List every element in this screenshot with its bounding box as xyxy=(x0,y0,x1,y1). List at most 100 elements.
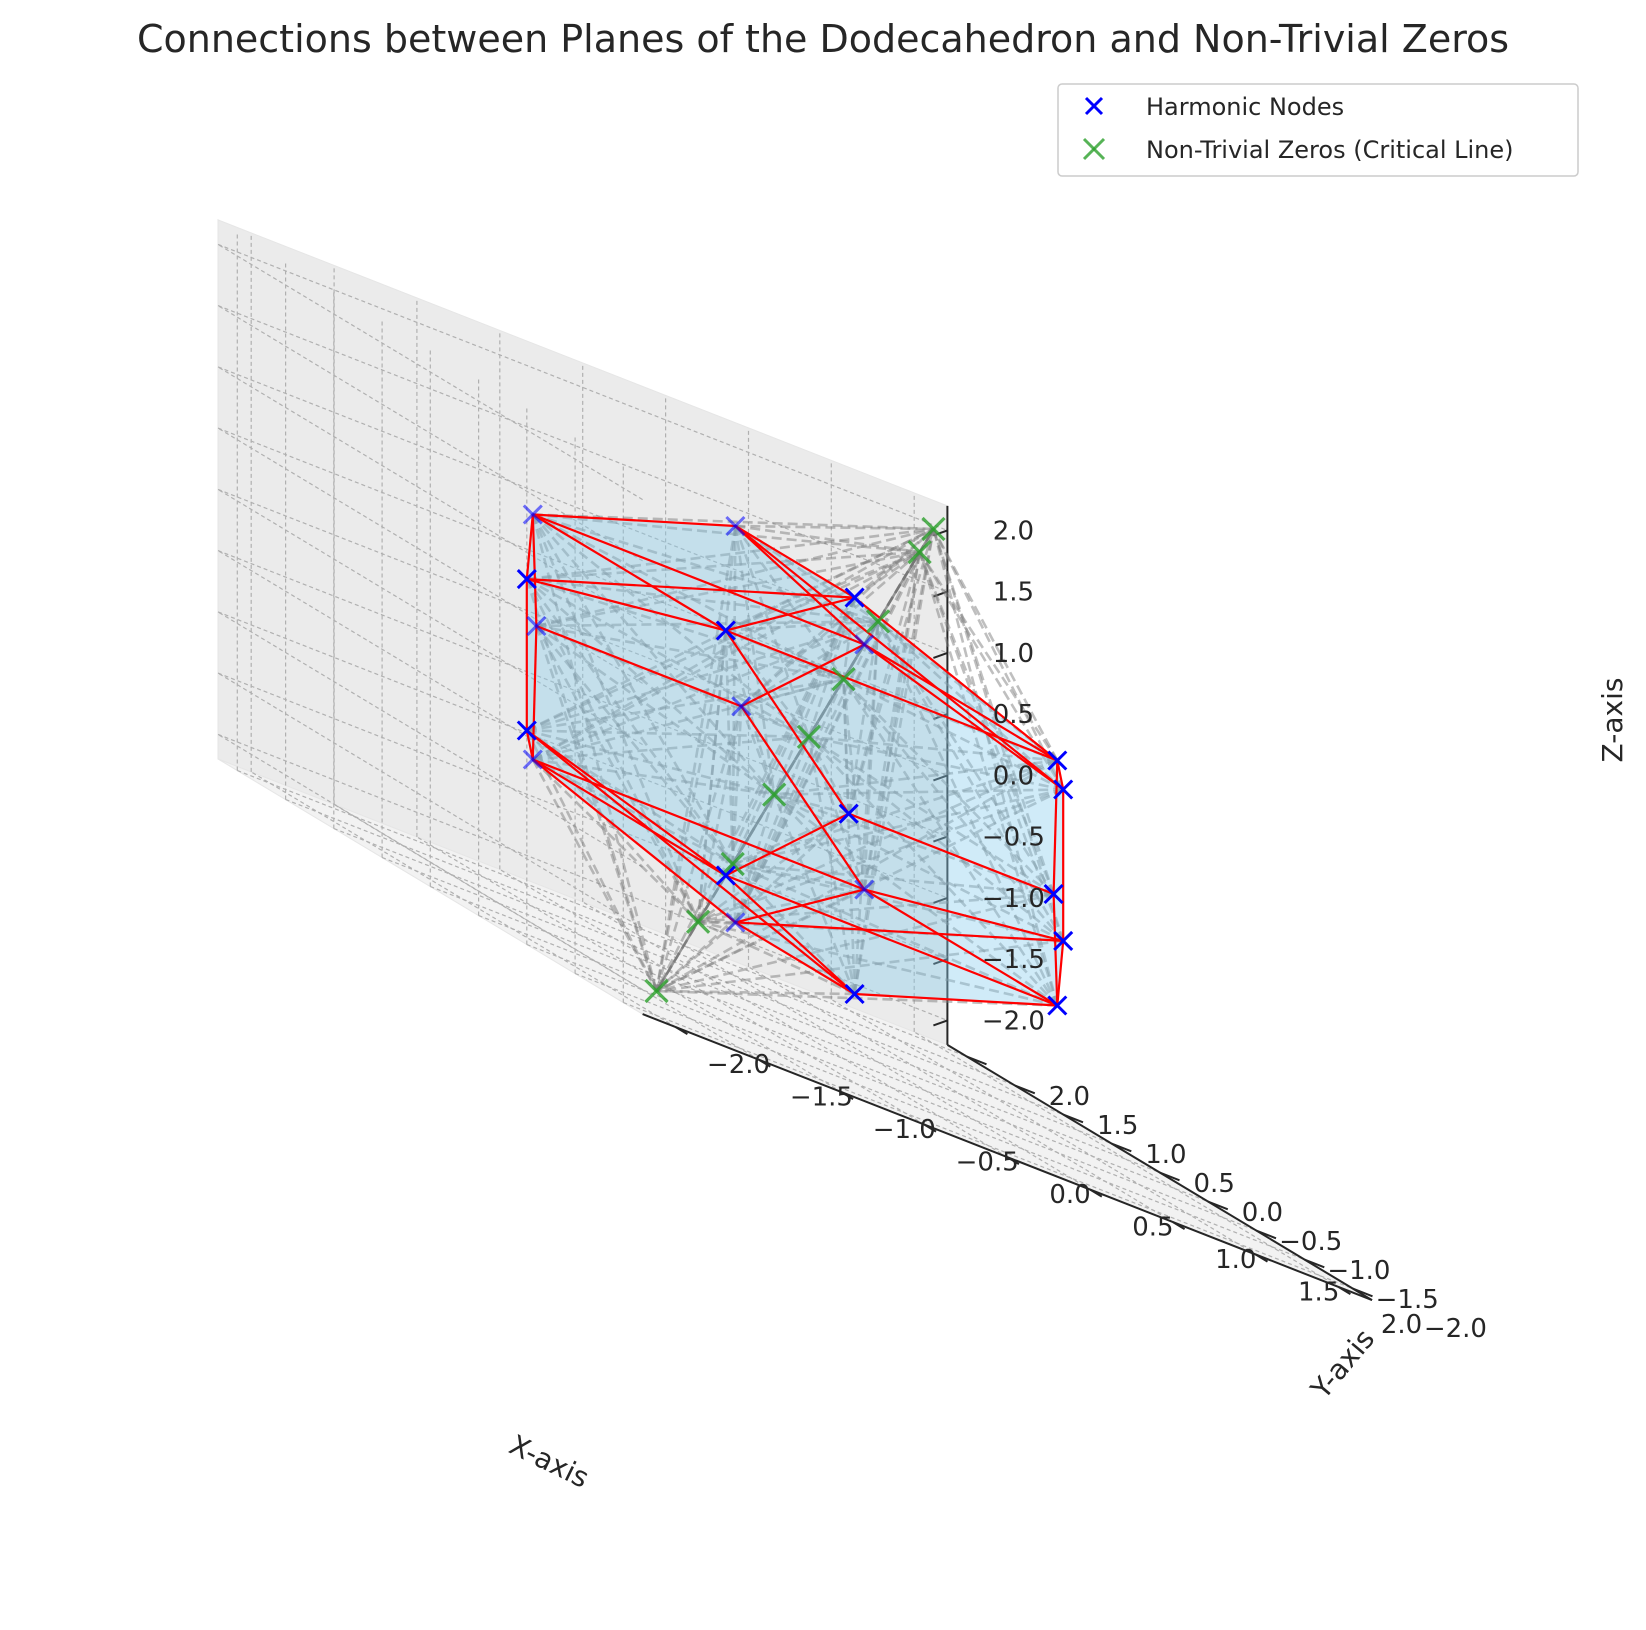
x-tick-5 xyxy=(1089,1188,1103,1198)
x-tick-label-7: 1.5 xyxy=(1298,1277,1339,1307)
connection-line-15-8 xyxy=(847,528,935,815)
node-marker-8-stroke-b xyxy=(725,515,746,537)
zero-marker-2-stroke-b xyxy=(720,851,745,877)
dodecahedron-edges xyxy=(525,513,1065,1007)
node-marker-16 xyxy=(1053,779,1074,800)
connection-line-3-5 xyxy=(842,678,1059,1007)
y-tick-5 xyxy=(1111,1142,1132,1153)
connection-line-15-5 xyxy=(842,679,850,814)
connection-line-17-3 xyxy=(773,793,1064,943)
x-tick-2 xyxy=(840,1091,854,1100)
grid-left-z-7 xyxy=(217,305,643,562)
connection-line-15-3 xyxy=(773,793,850,815)
grid-floor-y-1 xyxy=(574,972,1305,1261)
connection-line-11-0 xyxy=(656,989,855,996)
node-marker-4-stroke-b xyxy=(522,504,543,525)
x-tick-6 xyxy=(1172,1221,1186,1230)
connection-line-9-8 xyxy=(734,528,935,923)
connection-line-9-2 xyxy=(731,863,737,923)
connection-line-4-1 xyxy=(531,514,700,923)
edge-17 xyxy=(1056,940,1065,1006)
connection-line-15-0 xyxy=(655,812,850,992)
edge-7 xyxy=(853,596,1058,762)
connection-line-3-4 xyxy=(807,736,1059,1007)
y-tick-0 xyxy=(1352,1287,1373,1298)
node-marker-8 xyxy=(725,515,746,537)
connection-line-1-1 xyxy=(697,888,865,923)
legend-marker-harmonic-nodes xyxy=(1084,96,1104,116)
connection-line-18-4 xyxy=(526,577,810,739)
chart-title: Connections between Planes of the Dodeca… xyxy=(137,17,1509,61)
grid-floor-y-2 xyxy=(526,943,1257,1232)
zero-marker-2 xyxy=(720,851,745,877)
node-marker-1-stroke-b xyxy=(854,879,875,900)
connection-line-17-4 xyxy=(808,735,1065,942)
connection-line-2-7 xyxy=(918,551,1059,762)
edge-33 xyxy=(863,888,1058,1007)
node-marker-15-stroke-b xyxy=(838,803,859,824)
connection-line-10-3 xyxy=(772,597,856,796)
node-marker-14 xyxy=(526,615,547,637)
z-tick-label-2: −1.0 xyxy=(982,884,1045,914)
edge-11 xyxy=(525,514,534,580)
connection-line-10-5 xyxy=(842,597,856,680)
connection-line-8-3 xyxy=(734,525,776,795)
x-tick-8 xyxy=(1338,1286,1351,1295)
grid-floor-x-6 xyxy=(748,966,1174,1223)
node-marker-0-stroke-b xyxy=(854,634,875,655)
connection-lines xyxy=(525,513,1065,1007)
connection-line-5-5 xyxy=(532,677,844,761)
x-tick-label-4: 0.0 xyxy=(1049,1180,1090,1210)
node-marker-18 xyxy=(516,569,537,590)
legend-label-harmonic-nodes: Harmonic Nodes xyxy=(1146,93,1344,121)
node-marker-4 xyxy=(522,504,543,525)
edge-29 xyxy=(848,812,1055,896)
connection-line-11-1 xyxy=(697,920,856,996)
z-tick-0 xyxy=(933,1019,948,1027)
connection-line-14-1 xyxy=(535,625,700,923)
zero-marker-0-stroke-b xyxy=(644,978,669,1004)
connection-line-12-1 xyxy=(696,706,743,922)
connection-line-11-4 xyxy=(807,736,856,995)
connection-line-19-7 xyxy=(526,550,921,732)
node-marker-13-stroke-b xyxy=(1043,883,1064,905)
y-tick-1 xyxy=(1304,1258,1325,1269)
edge-15 xyxy=(740,705,866,891)
connection-line-12-0 xyxy=(655,705,743,992)
node-marker-10 xyxy=(844,587,865,608)
zero-marker-1 xyxy=(685,909,711,934)
node-marker-0 xyxy=(854,634,875,655)
connection-line-3-6 xyxy=(876,620,1059,1007)
edge-32 xyxy=(532,758,865,891)
grid-floor-y-6 xyxy=(333,827,1064,1116)
critical-line xyxy=(655,528,935,992)
connection-line-6-7 xyxy=(725,550,921,632)
zero-marker-8-stroke-b xyxy=(921,516,946,542)
connection-line-9-6 xyxy=(734,620,880,923)
grid-floor-x-8 xyxy=(913,1031,1340,1288)
grid-floor-y-5 xyxy=(381,856,1112,1145)
connection-line-13-0 xyxy=(656,892,1054,993)
edge-30 xyxy=(532,513,865,646)
tick-labels: −2.0−2.0−2.0−1.5−1.5−1.5−1.0−1.0−1.0−0.5… xyxy=(707,516,1487,1343)
connection-line-17-8 xyxy=(932,528,1065,942)
grid-back-z-8 xyxy=(217,243,948,531)
connection-line-16-2 xyxy=(732,788,1064,866)
y-tick-label-7: 1.5 xyxy=(1097,1111,1138,1141)
connection-line-18-5 xyxy=(526,577,844,681)
edge-34 xyxy=(532,513,727,632)
grid-floor-x-7 xyxy=(830,998,1257,1256)
connection-line-8-7 xyxy=(735,524,920,554)
connection-line-5-1 xyxy=(531,758,700,923)
edge-36 xyxy=(725,629,1058,762)
z-tick-2 xyxy=(933,896,948,904)
x-tick-label-3: −0.5 xyxy=(956,1147,1019,1177)
connection-line-14-3 xyxy=(535,624,775,796)
node-marker-7 xyxy=(715,865,736,886)
node-marker-17 xyxy=(1053,930,1074,951)
connection-line-5-7 xyxy=(532,550,921,761)
edge-3 xyxy=(535,624,742,708)
node-marker-1 xyxy=(854,879,875,900)
connection-line-14-7 xyxy=(536,550,920,628)
node-marker-2 xyxy=(1047,750,1068,771)
